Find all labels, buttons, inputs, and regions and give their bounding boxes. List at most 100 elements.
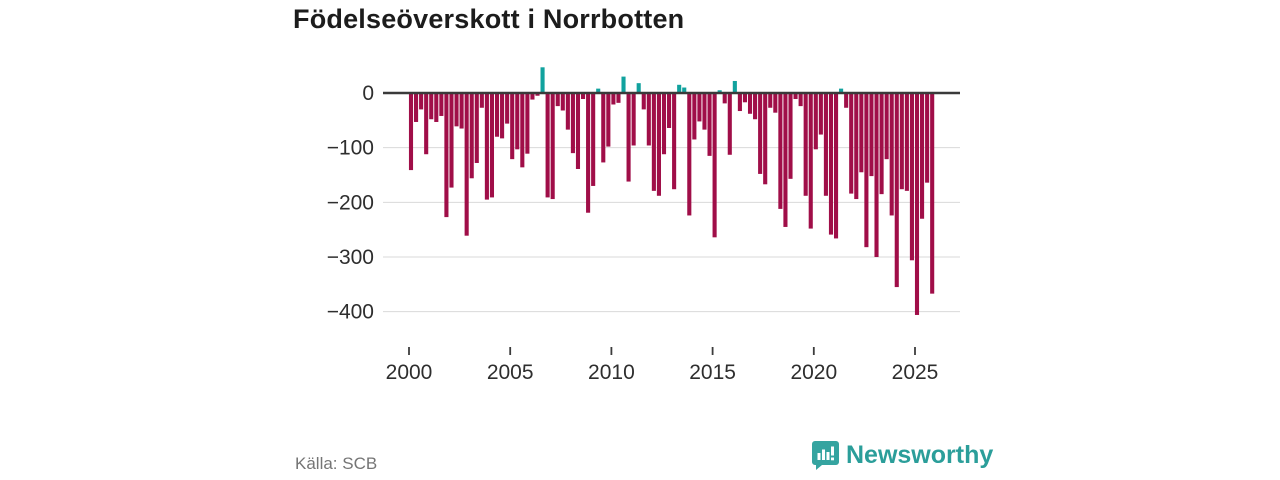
bar-2012Q3 xyxy=(661,93,667,155)
bar-2014Q1 xyxy=(692,93,697,140)
bar-2018Q4 xyxy=(788,93,793,179)
newsworthy-logo-icon xyxy=(812,441,839,470)
bar-2005Q3 xyxy=(520,93,525,168)
bar-2009Q2 xyxy=(596,88,601,93)
bar-2022Q2 xyxy=(859,93,864,173)
bar-2025Q1 xyxy=(914,93,920,315)
bar-2024Q1 xyxy=(894,93,899,288)
bar-2020Q3 xyxy=(823,93,828,196)
x-tick-label: 2000 xyxy=(386,361,433,384)
bar-2016Q4 xyxy=(747,93,753,114)
y-tick-label: 0 xyxy=(362,82,374,105)
bar-2014Q3 xyxy=(702,93,707,130)
x-tick-label: 2010 xyxy=(588,361,635,384)
bar-2003Q4 xyxy=(484,93,489,200)
bar-2024Q2 xyxy=(899,93,904,190)
bar-2025Q3 xyxy=(925,93,930,183)
x-tick-label: 2020 xyxy=(790,361,837,384)
bar-2010Q4 xyxy=(626,93,631,182)
bar-2005Q2 xyxy=(515,93,520,150)
bar-2018Q1 xyxy=(773,93,778,113)
bar-2019Q2 xyxy=(798,93,803,107)
bar-2014Q2 xyxy=(697,93,702,122)
bar-2001Q2 xyxy=(434,93,439,122)
bar-2017Q3 xyxy=(763,93,768,185)
bar-2011Q4 xyxy=(646,93,651,146)
bar-2003Q2 xyxy=(474,93,479,163)
bar-2007Q1 xyxy=(550,93,555,200)
bar-2021Q1 xyxy=(833,93,839,239)
x-tick-label: 2015 xyxy=(689,361,736,384)
bar-2014Q4 xyxy=(707,93,712,156)
birth-surplus-bar-chart: 0 −100 −200 −300 −400 2000 2005 2010 2015 2020 202… xyxy=(327,67,960,384)
bar-2001Q1 xyxy=(429,93,434,120)
bar-2019Q4 xyxy=(808,93,813,229)
bar-2015Q2 xyxy=(717,90,722,93)
source-label: Källa: SCB xyxy=(295,454,378,473)
bar-2016Q1 xyxy=(732,80,737,93)
bar-2020Q1 xyxy=(813,93,818,150)
x-tick-label: 2005 xyxy=(487,361,534,384)
bar-2021Q4 xyxy=(849,93,854,194)
bar-2025Q4 xyxy=(930,93,935,294)
bar-2008Q3 xyxy=(580,93,586,100)
bar-2000Q3 xyxy=(419,93,424,110)
bar-2016Q3 xyxy=(742,93,748,103)
chart-title: Födelseöverskott i Norrbotten xyxy=(293,4,685,34)
bar-2019Q1 xyxy=(793,93,798,100)
bar-2002Q4 xyxy=(464,93,469,236)
bar-2005Q1 xyxy=(510,93,515,160)
bar-2010Q2 xyxy=(616,93,621,103)
bar-2002Q3 xyxy=(459,93,464,129)
y-tick-label: −300 xyxy=(327,246,374,269)
bar-2007Q3 xyxy=(560,93,565,111)
bar-2001Q3 xyxy=(439,93,444,116)
bar-2013Q3 xyxy=(682,87,687,93)
bar-2008Q4 xyxy=(586,93,591,213)
bar-2010Q3 xyxy=(621,76,626,93)
bar-2001Q4 xyxy=(444,93,449,218)
bar-2016Q2 xyxy=(737,93,742,112)
bar-2010Q1 xyxy=(611,93,616,105)
bar-2012Q1 xyxy=(651,93,656,191)
bar-2023Q3 xyxy=(884,93,889,160)
bar-2011Q2 xyxy=(636,83,641,93)
bar-2011Q3 xyxy=(641,93,646,110)
x-tick-label: 2025 xyxy=(892,361,939,384)
bar-2006Q4 xyxy=(545,93,550,198)
bar-2012Q2 xyxy=(656,93,661,196)
y-tick-label: −200 xyxy=(327,191,374,214)
bar-2008Q1 xyxy=(570,93,575,154)
bar-2009Q3 xyxy=(601,93,606,163)
bar-2012Q4 xyxy=(667,93,672,128)
bar-2007Q4 xyxy=(565,93,570,130)
bar-2006Q2 xyxy=(535,93,540,96)
bar-2011Q1 xyxy=(631,93,636,146)
bar-2018Q2 xyxy=(778,93,783,209)
bar-2003Q3 xyxy=(479,93,484,108)
bar-2002Q1 xyxy=(449,93,454,188)
bar-2004Q4 xyxy=(505,93,510,124)
bar-2004Q3 xyxy=(500,93,505,139)
bar-2008Q2 xyxy=(575,93,581,169)
bar-2005Q4 xyxy=(525,93,530,154)
bar-2013Q1 xyxy=(672,93,677,190)
bar-2017Q1 xyxy=(753,93,758,120)
bar-2017Q2 xyxy=(758,93,763,174)
bar-2009Q1 xyxy=(591,93,596,186)
bar-2020Q2 xyxy=(818,93,823,135)
bar-2025Q2 xyxy=(920,93,925,219)
bar-2000Q2 xyxy=(414,93,419,122)
bar-2023Q4 xyxy=(889,93,894,216)
bar-2022Q4 xyxy=(869,93,874,177)
bar-2013Q4 xyxy=(687,93,692,216)
bar-2004Q2 xyxy=(494,93,500,137)
bar-2015Q4 xyxy=(727,93,732,155)
bar-2015Q3 xyxy=(722,93,727,104)
bar-2000Q4 xyxy=(424,93,429,155)
bar-2024Q4 xyxy=(909,93,914,261)
bar-2004Q1 xyxy=(489,93,495,198)
bar-2020Q4 xyxy=(828,93,834,235)
y-tick-label: −100 xyxy=(327,137,374,160)
